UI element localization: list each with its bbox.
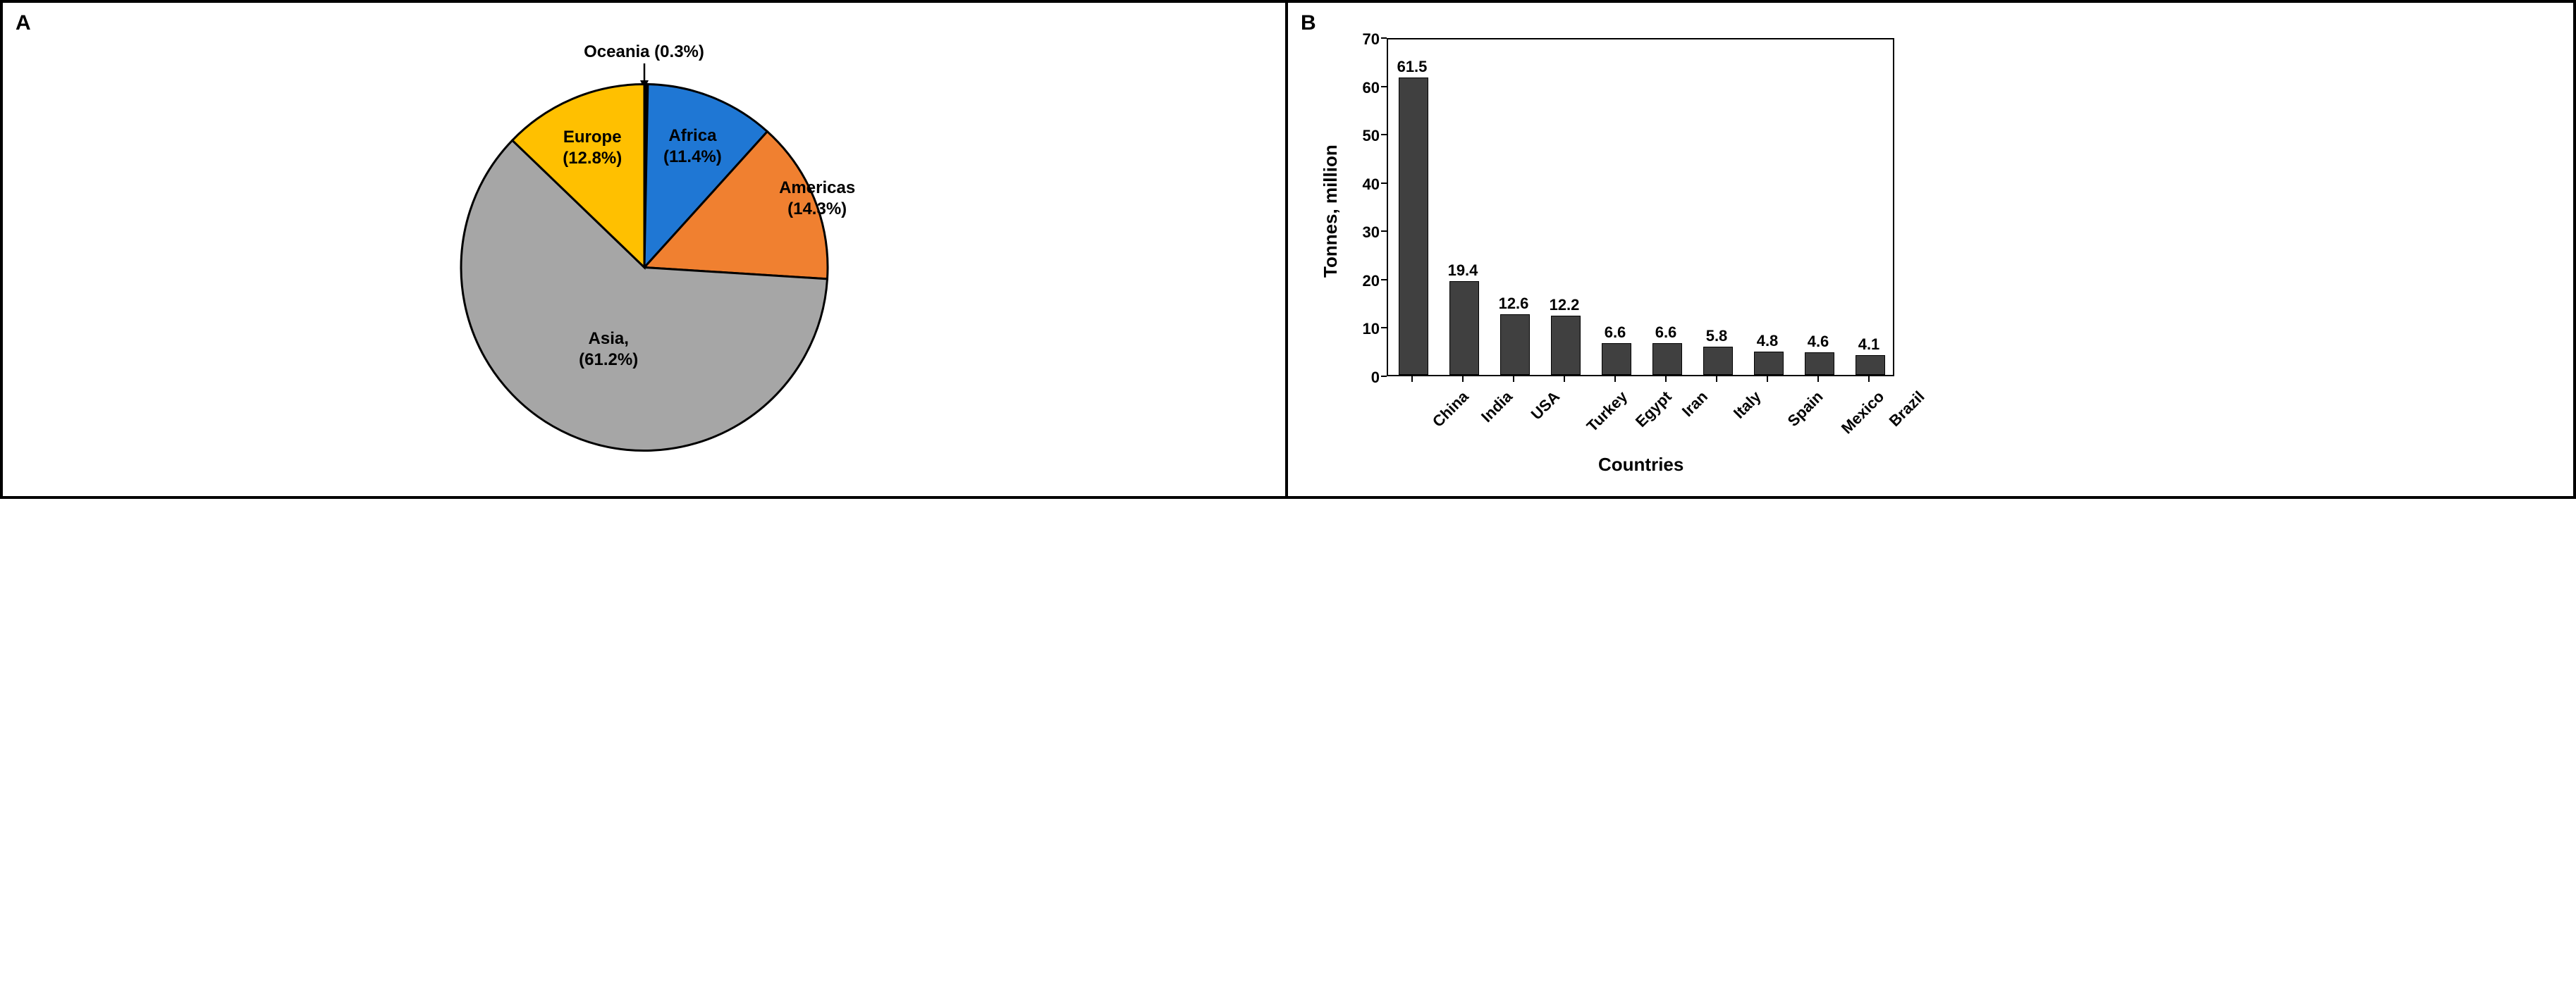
x-axis-title: Countries	[1598, 454, 1683, 476]
x-tick-mark	[1513, 376, 1514, 382]
bar-value-label: 4.1	[1858, 335, 1880, 354]
figure-container: A Oceania (0.3%) Africa(11.4%) Americas(1…	[0, 0, 2576, 499]
panel-b-label: B	[1301, 11, 1316, 35]
y-tick-mark	[1381, 230, 1387, 232]
x-tick-mark	[1665, 376, 1667, 382]
bar-iran	[1652, 343, 1682, 375]
bar-value-label: 4.8	[1757, 332, 1779, 350]
pie-slice-label-africa: Africa(11.4%)	[663, 125, 722, 168]
y-axis-title: Tonnes, million	[1320, 144, 1342, 278]
x-tick-label: Spain	[1784, 388, 1827, 431]
x-tick-label: Turkey	[1583, 388, 1631, 435]
bar-spain	[1754, 352, 1784, 375]
bar-italy	[1703, 347, 1733, 375]
pie-slice-label-europe: Europe(12.8%)	[563, 127, 622, 169]
bar-chart-area	[1387, 38, 1894, 376]
bar-usa	[1500, 314, 1530, 375]
x-tick-mark	[1868, 376, 1870, 382]
y-tick-mark	[1381, 183, 1387, 184]
panel-a: A Oceania (0.3%) Africa(11.4%) Americas(1…	[3, 3, 1288, 496]
y-tick-mark	[1381, 134, 1387, 135]
x-tick-label: China	[1429, 388, 1473, 431]
y-tick-mark	[1381, 37, 1387, 39]
pie-slice-label-asia: Asia,(61.2%)	[579, 328, 638, 371]
x-tick-label: USA	[1528, 388, 1564, 423]
x-tick-mark	[1716, 376, 1717, 382]
y-tick-mark	[1381, 279, 1387, 280]
pie-slice-label-americas: Americas(14.3%)	[779, 178, 855, 220]
panel-a-label: A	[16, 11, 31, 35]
x-tick-mark	[1462, 376, 1464, 382]
bar-value-label: 12.6	[1499, 295, 1529, 313]
x-tick-label: Egypt	[1632, 388, 1676, 431]
y-tick-label: 40	[1351, 175, 1380, 194]
bar-value-label: 5.8	[1706, 327, 1728, 345]
y-tick-mark	[1381, 327, 1387, 328]
x-tick-mark	[1411, 376, 1413, 382]
pie-chart	[459, 82, 830, 457]
bar-value-label: 4.6	[1808, 333, 1829, 351]
x-tick-label: Mexico	[1838, 388, 1888, 438]
y-tick-label: 50	[1351, 127, 1380, 145]
x-tick-mark	[1564, 376, 1565, 382]
x-tick-label: Iran	[1679, 388, 1712, 421]
bar-egypt	[1602, 343, 1631, 375]
x-tick-label: India	[1478, 388, 1516, 426]
bar-value-label: 6.6	[1655, 323, 1677, 342]
bar-india	[1449, 281, 1479, 375]
bar-value-label: 61.5	[1397, 58, 1428, 76]
y-tick-mark	[1381, 86, 1387, 87]
y-tick-label: 60	[1351, 79, 1380, 97]
bar-mexico	[1805, 352, 1834, 375]
pie-callout-label: Oceania (0.3%)	[584, 42, 704, 62]
x-tick-mark	[1614, 376, 1616, 382]
panel-b: B Tonnes, million Countries 0 10 20 30 40 50 6…	[1288, 3, 2573, 496]
x-tick-label: Italy	[1730, 388, 1765, 423]
y-tick-label: 0	[1351, 369, 1380, 387]
bar-value-label: 6.6	[1605, 323, 1626, 342]
y-tick-label: 30	[1351, 223, 1380, 242]
x-tick-label: Brazil	[1886, 388, 1929, 431]
bar-value-label: 19.4	[1448, 261, 1478, 280]
y-tick-label: 20	[1351, 272, 1380, 290]
y-tick-mark	[1381, 376, 1387, 377]
bar-brazil	[1856, 355, 1885, 375]
bar-turkey	[1551, 316, 1581, 375]
x-tick-mark	[1817, 376, 1819, 382]
x-tick-mark	[1767, 376, 1768, 382]
bar-value-label: 12.2	[1550, 296, 1580, 314]
pie-svg	[459, 82, 830, 453]
y-tick-label: 70	[1351, 30, 1380, 49]
bar-china	[1399, 78, 1428, 375]
y-tick-label: 10	[1351, 320, 1380, 338]
